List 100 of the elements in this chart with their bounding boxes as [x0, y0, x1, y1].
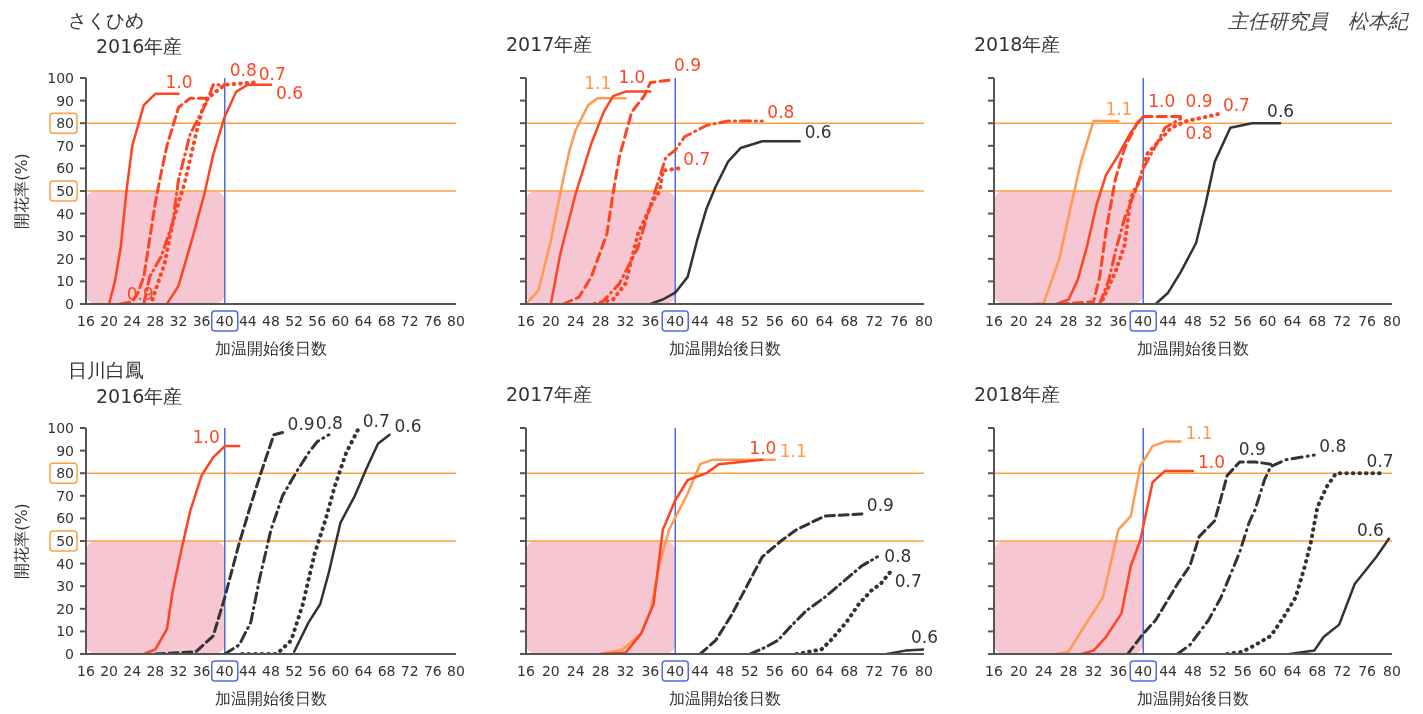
x-tick-label: 76	[890, 663, 909, 679]
x-tick-label: 76	[423, 313, 442, 329]
series-label: 0.8	[1185, 122, 1213, 143]
x-tick-label: 44	[691, 663, 710, 679]
x-tick-label: 32	[1084, 663, 1103, 679]
x-tick-label: 68	[840, 663, 859, 679]
x-tick-label: 60	[1258, 663, 1277, 679]
x-tick-label: 44	[238, 663, 257, 679]
x-tick-label: 40	[666, 313, 685, 329]
x-tick-label: 68	[377, 313, 396, 329]
series-label: 0.7	[1222, 95, 1250, 116]
x-tick-label: 80	[447, 313, 465, 329]
x-tick-label: 16	[77, 663, 95, 679]
x-tick-label: 20	[541, 313, 560, 329]
x-tick-label: 56	[765, 313, 784, 329]
series-label: 0.7	[258, 63, 286, 84]
x-tick-label: 36	[641, 663, 660, 679]
series-label: 0.6	[911, 627, 939, 648]
series-label: 1.0	[1198, 451, 1226, 472]
x-tick-label: 48	[1184, 313, 1202, 329]
x-tick-label: 72	[400, 663, 419, 679]
x-tick-label: 68	[377, 663, 396, 679]
series-label: 0.9	[674, 55, 702, 76]
x-tick-label: 40	[1134, 313, 1153, 329]
x-axis-title: 加温開始後日数	[215, 689, 327, 708]
x-tick-label: 28	[591, 663, 610, 679]
chart-subtitle: 2016年産	[96, 34, 183, 59]
series-label: 0.8	[1319, 436, 1347, 457]
series-label: 0.6	[804, 122, 832, 143]
series-label: 1.0	[618, 66, 646, 87]
series-label: 0.9	[1238, 439, 1266, 460]
x-tick-label: 52	[740, 663, 759, 679]
x-tick-label: 48	[262, 313, 280, 329]
x-tick-label: 72	[865, 313, 884, 329]
series-label: 0.7	[1366, 451, 1394, 472]
x-tick-label: 64	[815, 313, 834, 329]
x-tick-label: 52	[285, 663, 304, 679]
chart-subtitle: 2016年産	[96, 384, 183, 409]
x-tick-label: 76	[1358, 663, 1377, 679]
x-tick-label: 36	[641, 313, 660, 329]
series-label: 0.6	[276, 82, 304, 103]
y-tick-label: 10	[56, 623, 74, 640]
y-tick-label: 80	[56, 465, 74, 482]
y-tick-label: 90	[56, 92, 74, 109]
x-tick-label: 40	[215, 313, 234, 329]
x-tick-label: 40	[215, 663, 234, 679]
x-axis-title: 加温開始後日数	[1137, 689, 1249, 708]
series-label: 0.8	[884, 545, 912, 566]
y-tick-label: 0	[65, 296, 74, 312]
x-tick-label: 24	[123, 313, 142, 329]
x-tick-label: 64	[1283, 663, 1302, 679]
x-tick-label: 16	[517, 313, 535, 329]
x-tick-label: 64	[354, 313, 373, 329]
x-tick-label: 72	[400, 313, 419, 329]
x-tick-label: 28	[1059, 313, 1078, 329]
series-label: 1.1	[779, 440, 807, 461]
series-label: 1.1	[1185, 422, 1213, 443]
x-tick-label: 28	[146, 663, 165, 679]
x-tick-label: 80	[447, 663, 465, 679]
x-tick-label: 80	[1383, 663, 1401, 679]
series-label: 0.6	[1267, 101, 1295, 122]
y-tick-label: 30	[56, 578, 74, 595]
x-tick-label: 44	[1159, 663, 1178, 679]
x-tick-label: 80	[1383, 313, 1401, 329]
x-tick-label: 60	[790, 313, 809, 329]
series-label: 0.6	[1356, 519, 1384, 540]
text: 主任研究員 松本紀	[1228, 8, 1408, 35]
x-tick-label: 44	[238, 313, 257, 329]
y-axis-title: 開花率(%)	[11, 153, 31, 229]
x-tick-label: 80	[915, 313, 933, 329]
series-label: 1.0	[192, 427, 220, 448]
x-tick-label: 32	[616, 313, 635, 329]
y-tick-label: 30	[56, 228, 74, 245]
x-tick-label: 72	[865, 663, 884, 679]
x-tick-label: 36	[1109, 663, 1128, 679]
x-axis-title: 加温開始後日数	[215, 339, 327, 358]
x-tick-label: 32	[169, 663, 188, 679]
x-tick-label: 32	[616, 663, 635, 679]
x-tick-label: 36	[192, 313, 211, 329]
x-tick-label: 24	[566, 663, 585, 679]
y-tick-label: 90	[56, 442, 74, 459]
x-tick-label: 40	[666, 663, 685, 679]
x-tick-label: 76	[423, 663, 442, 679]
series-label: 1.0	[1148, 91, 1176, 112]
x-tick-label: 56	[1233, 313, 1252, 329]
x-tick-label: 20	[1009, 663, 1028, 679]
y-tick-label: 50	[56, 533, 74, 549]
series-label: 1.0	[749, 437, 777, 458]
x-tick-label: 48	[1184, 663, 1202, 679]
series-label: 0.9	[287, 413, 315, 434]
y-axis-title: 開花率(%)	[11, 503, 31, 579]
x-tick-label: 72	[1333, 663, 1352, 679]
x-tick-label: 52	[1208, 313, 1227, 329]
x-tick-label: 24	[566, 313, 585, 329]
y-tick-label: 80	[56, 115, 74, 132]
x-tick-label: 64	[354, 663, 373, 679]
x-tick-label: 16	[77, 313, 95, 329]
x-tick-label: 20	[100, 663, 119, 679]
y-tick-label: 50	[56, 183, 74, 199]
x-tick-label: 40	[1134, 663, 1153, 679]
